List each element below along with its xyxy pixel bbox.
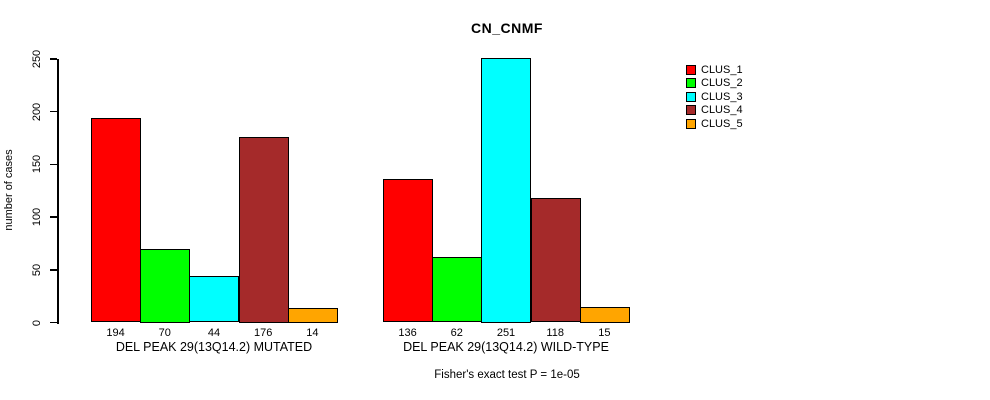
bar-value-label: 194 <box>106 327 125 339</box>
y-tick-label: 0 <box>31 319 43 326</box>
bar-value-label: 14 <box>306 327 319 339</box>
legend-item-clus_2: CLUS_2 <box>686 77 743 89</box>
group-label: DEL PEAK 29(13Q14.2) WILD-TYPE <box>403 340 609 354</box>
legend-label: CLUS_1 <box>701 64 743 76</box>
y-tick-label: 200 <box>31 102 43 121</box>
legend-swatch-clus_1 <box>686 65 696 75</box>
bar-clus_3 <box>481 58 531 323</box>
bar-value-label: 70 <box>158 327 171 339</box>
y-axis-tick <box>50 163 57 166</box>
bar-value-label: 62 <box>450 327 463 339</box>
legend-item-clus_3: CLUS_3 <box>686 91 743 103</box>
bar-value-label: 118 <box>546 327 564 339</box>
legend-item-clus_4: CLUS_4 <box>686 104 743 116</box>
bar-clus_2 <box>432 257 482 322</box>
y-axis-line <box>57 59 59 324</box>
y-axis-tick <box>50 269 57 271</box>
bar-value-label: 176 <box>254 327 273 339</box>
bar-value-label: 251 <box>496 327 516 339</box>
legend-swatch-clus_3 <box>686 91 696 102</box>
legend-swatch-clus_4 <box>686 105 696 116</box>
bar-value-label: 15 <box>598 327 611 339</box>
bar-clus_5 <box>580 307 630 323</box>
legend-item-clus_1: CLUS_1 <box>686 64 743 76</box>
bar-clus_5 <box>288 308 338 323</box>
chart-title: CN_CNMF <box>471 20 543 36</box>
bar-clus_1 <box>91 118 141 322</box>
bar-clus_4 <box>239 137 289 323</box>
legend-item-clus_5: CLUS_5 <box>686 118 743 130</box>
legend-label: CLUS_4 <box>701 104 743 117</box>
bar-clus_3 <box>189 276 239 322</box>
y-tick-label: 150 <box>31 155 43 174</box>
y-axis-label: number of cases <box>3 149 15 231</box>
legend-label: CLUS_5 <box>701 117 743 130</box>
y-tick-label: 100 <box>31 207 43 227</box>
bar-value-label: 136 <box>398 327 417 339</box>
y-tick-label: 50 <box>31 263 43 276</box>
bar-clus_4 <box>531 198 581 322</box>
y-tick-label: 250 <box>31 49 43 69</box>
y-axis-tick <box>50 321 57 324</box>
footnote-text: Fisher's exact test P = 1e-05 <box>434 369 580 381</box>
legend-swatch-clus_5 <box>686 118 696 129</box>
bar-clus_1 <box>383 179 433 322</box>
legend-swatch-clus_2 <box>686 78 696 89</box>
legend-label: CLUS_3 <box>701 90 743 103</box>
y-axis-tick <box>50 216 57 218</box>
y-axis-tick <box>50 58 57 60</box>
group-label: DEL PEAK 29(13Q14.2) MUTATED <box>115 340 313 354</box>
bar-value-label: 44 <box>207 327 221 339</box>
bar-clus_2 <box>140 249 190 323</box>
y-axis-tick <box>50 110 57 113</box>
legend-label: CLUS_2 <box>701 77 743 90</box>
